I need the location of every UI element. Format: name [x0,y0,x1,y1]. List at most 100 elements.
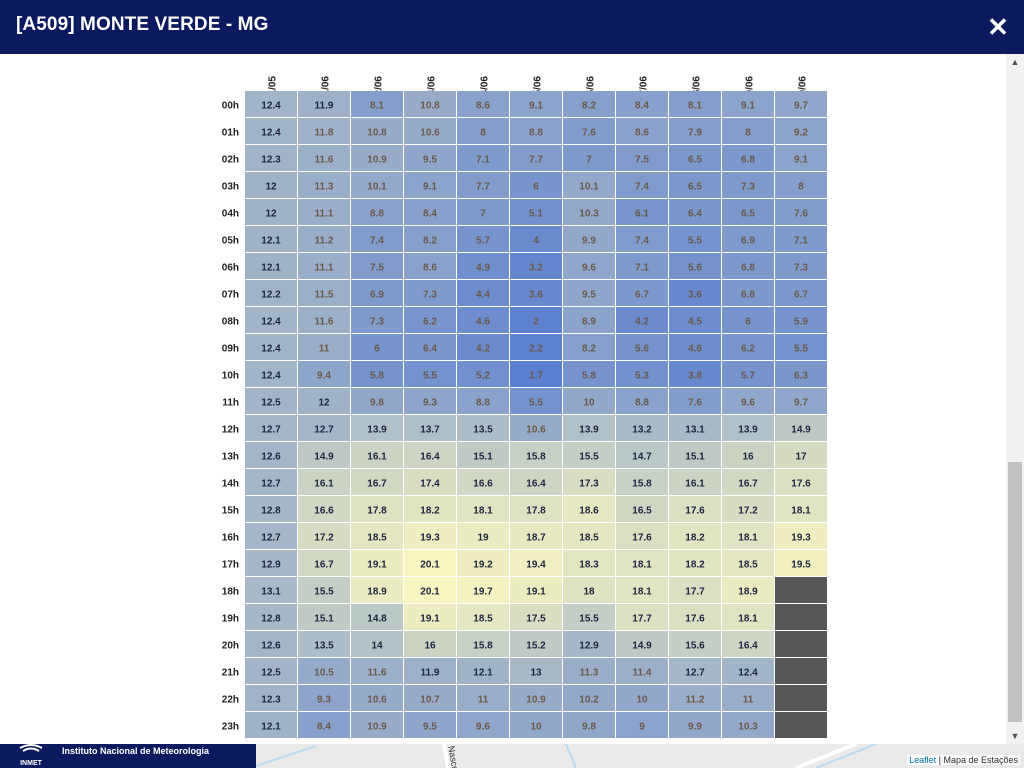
heatmap-cell [775,226,827,252]
leaflet-link[interactable]: Leaflet [909,755,937,765]
heatmap-cell [298,388,350,414]
modal-body[interactable]: 31/05 01/06 02/06 03/06 04/06 05/06 06/06 07/06… [0,54,1006,744]
heatmap-cell [457,199,509,225]
cell-value-label: 5.1 [529,209,543,220]
cell-value-label: 7.4 [635,236,649,247]
cell-value-label: 7.6 [794,209,808,220]
row-label: 10h [222,371,239,382]
scroll-up-arrow-icon[interactable]: ▲ [1010,57,1020,67]
org-name: Instituto Nacional de Meteorologia [62,746,210,756]
cell-value-label: 9.8 [582,722,596,733]
heatmap-cell [775,118,827,144]
cell-value-label: 18.1 [473,506,493,517]
cell-value-label: 8 [745,128,751,139]
row-label: 16h [222,533,239,544]
heatmap-cell [669,91,721,117]
cell-value-label: 17.3 [579,479,599,490]
heatmap-cell [722,226,774,252]
cell-value-label: 6.5 [688,182,702,193]
heatmap-cell [616,496,668,522]
cell-value-label: 8.8 [635,398,649,409]
heatmap-cell [351,550,403,576]
cell-value-label: 4.6 [688,344,702,355]
cell-value-label: 17.6 [685,506,705,517]
modal-scrollbar[interactable]: ▲ ▼ [1006,54,1024,744]
heatmap-cell [245,226,297,252]
heatmap-cell [245,118,297,144]
heatmap-cell [245,334,297,360]
cell-value-label: 5.6 [688,263,702,274]
heatmap-cell [616,118,668,144]
heatmap-cell [669,226,721,252]
heatmap-cell [351,334,403,360]
cell-value-label: 11.4 [633,668,652,679]
heatmap-cell [245,91,297,117]
heatmap-cell [298,658,350,684]
cell-value-label: 11.3 [315,182,334,193]
heatmap-cell [510,577,562,603]
cell-value-label: 5.9 [794,317,808,328]
cell-value-label: 6 [533,182,539,193]
heatmap-cell [563,631,615,657]
heatmap-cell [404,253,456,279]
cell-value-label: 6.4 [688,209,702,220]
heatmap-cell [510,631,562,657]
cell-value-label: 9.5 [423,722,437,733]
heatmap-cell [351,604,403,630]
heatmap-cell [404,550,456,576]
cell-value-label: 7.3 [370,317,384,328]
heatmap-cell [510,172,562,198]
background-map[interactable]: INMET Instituto Nacional de Meteorologia… [0,744,1024,768]
cell-value-label: 7.7 [529,155,543,166]
heatmap-cell [298,172,350,198]
row-label: 11h [222,398,239,409]
cell-value-label: 17.7 [632,614,652,625]
cell-value-label: 12.4 [261,128,281,139]
cell-value-label: 6.4 [423,344,437,355]
heatmap-cell [457,712,509,738]
heatmap-cell [404,199,456,225]
cell-value-label: 12.4 [261,317,281,328]
cell-value-label: 14.8 [367,614,387,625]
cell-value-label: 17.4 [420,479,440,490]
row-label: 15h [222,506,239,517]
cell-value-label: 12 [265,209,277,220]
cell-value-label: 7.1 [794,236,808,247]
heatmap-cell [510,361,562,387]
heatmap-cell [616,307,668,333]
row-label: 06h [222,263,239,274]
heatmap-cell [669,658,721,684]
close-button[interactable]: ✕ [986,14,1010,40]
column-label: 05/06 [533,76,544,101]
cell-value-label: 9.5 [423,155,437,166]
attribution-text: | Mapa de Estações [936,755,1018,765]
heatmap-cell [669,523,721,549]
cell-value-label: 11.9 [421,668,440,679]
cell-value-label: 12.9 [261,560,281,571]
cell-value-label: 16.7 [367,479,387,490]
cell-value-label: 8.8 [529,128,543,139]
heatmap-cell [298,145,350,171]
heatmap-cell [563,604,615,630]
scroll-down-arrow-icon[interactable]: ▼ [1010,731,1020,741]
heatmap-cell [616,604,668,630]
heatmap-cell-missing [775,631,827,657]
cell-value-label: 18.5 [367,533,387,544]
cell-value-label: 6.1 [635,209,649,220]
heatmap-cell [669,631,721,657]
cell-value-label: 9.5 [582,290,596,301]
heatmap-cell [563,199,615,225]
column-label: 03/06 [427,76,438,101]
heatmap-cell [351,199,403,225]
cell-value-label: 14.9 [314,452,334,463]
heatmap-cell-missing [775,577,827,603]
scroll-thumb[interactable] [1008,462,1022,722]
inmet-logo-text: INMET [20,760,43,767]
heatmap-cell [404,415,456,441]
cell-value-label: 11.6 [368,668,387,679]
cell-value-label: 4 [533,236,539,247]
heatmap-cell [722,415,774,441]
cell-value-label: 17.5 [526,614,546,625]
cell-value-label: 19.5 [791,560,811,571]
heatmap-cell [563,361,615,387]
